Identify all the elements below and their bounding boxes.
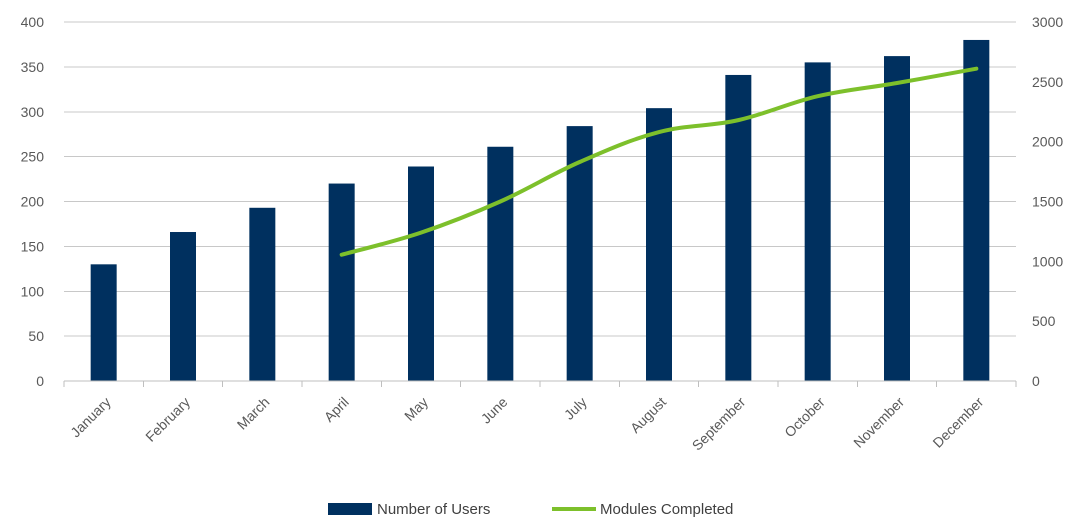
- bar-march: [249, 207, 276, 381]
- bar-august: [646, 108, 672, 381]
- right-tick-label: 2500: [1032, 74, 1063, 90]
- bar-october: [804, 62, 831, 381]
- legend: Number of Users Modules Completed: [328, 501, 733, 518]
- right-axis-ticks: 0 500 1000 1500 2000 2500 3000: [1032, 14, 1063, 389]
- left-tick-label: 300: [21, 104, 45, 120]
- x-tick-label: March: [234, 394, 273, 433]
- left-tick-label: 250: [21, 149, 45, 165]
- x-tick-label: January: [67, 394, 114, 441]
- x-tick-label: August: [627, 394, 669, 436]
- x-tick-label: October: [781, 394, 828, 441]
- left-tick-label: 50: [28, 328, 44, 344]
- bar-april: [328, 183, 355, 381]
- bar-june: [487, 146, 514, 381]
- right-tick-label: 3000: [1032, 14, 1063, 30]
- x-tick-label: September: [689, 394, 749, 454]
- right-tick-label: 2000: [1032, 134, 1063, 150]
- x-tick-label: November: [850, 394, 907, 451]
- gridlines: [64, 21, 1016, 337]
- bar-september: [725, 74, 752, 381]
- left-tick-label: 0: [36, 373, 44, 389]
- left-tick-label: 400: [21, 14, 45, 30]
- left-tick-label: 200: [21, 194, 45, 210]
- x-tick-label: February: [142, 394, 193, 445]
- line-modules-completed: [339, 66, 979, 257]
- left-tick-label: 150: [21, 238, 45, 254]
- x-tick-label: July: [561, 394, 590, 423]
- bar-july: [566, 126, 593, 381]
- bar-may: [408, 166, 434, 381]
- bar-november: [884, 56, 910, 381]
- right-tick-label: 500: [1032, 313, 1056, 329]
- left-tick-label: 100: [21, 283, 45, 299]
- x-tick-label: December: [929, 394, 986, 451]
- x-tick-label: June: [478, 394, 511, 427]
- right-tick-label: 1500: [1032, 194, 1063, 210]
- axes: [63, 380, 1017, 387]
- x-tick-label: April: [321, 394, 352, 425]
- bar-series-number-of-users: [90, 39, 990, 381]
- left-tick-label: 350: [21, 59, 45, 75]
- bar-january: [90, 264, 117, 381]
- legend-label-number-of-users: Number of Users: [377, 501, 490, 518]
- right-tick-label: 1000: [1032, 253, 1063, 269]
- bar-december: [963, 39, 990, 381]
- legend-swatch-number-of-users: [328, 503, 372, 515]
- legend-label-modules-completed: Modules Completed: [600, 501, 733, 518]
- bar-february: [170, 232, 196, 381]
- right-tick-label: 0: [1032, 373, 1040, 389]
- line-series-modules-completed: [339, 66, 979, 257]
- x-axis-ticks: January February March April May June July Augu…: [67, 394, 986, 454]
- left-axis-ticks: 0 50 100 150 200 250 300 350 400: [21, 14, 45, 389]
- x-tick-label: May: [401, 394, 431, 424]
